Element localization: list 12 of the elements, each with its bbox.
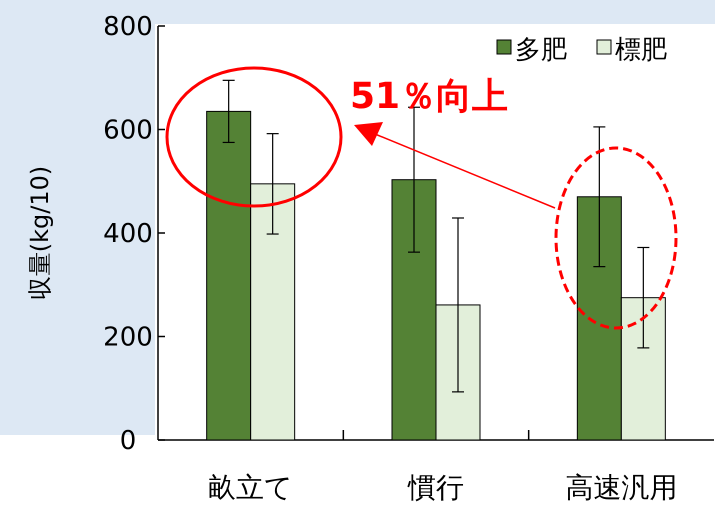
y-tick-label: 400 [103,219,153,249]
y-axis-title: 収量(kg/10) [26,166,54,300]
legend-label: 標肥 [615,35,667,65]
legend-label: 多肥 [515,35,567,65]
annotation: 51％向上 [350,76,508,117]
y-tick-label: 0 [120,426,136,456]
x-tick-label: 慣行 [407,471,464,504]
x-tick-label: 高速汎用 [565,471,678,504]
x-tick-label: 畝立て [208,471,294,504]
y-tick-label: 200 [103,322,153,352]
y-tick-label: 600 [103,116,153,146]
y-tick-label: 800 [103,12,153,42]
